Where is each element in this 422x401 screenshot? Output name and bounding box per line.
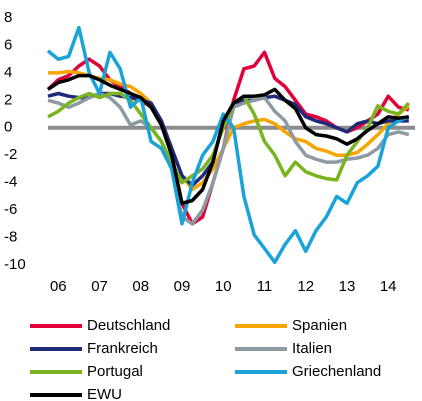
x-tick-label: 10 (215, 278, 232, 295)
x-tick-label: 07 (91, 278, 108, 295)
series-line (47, 73, 410, 206)
y-tick-label: 8 (4, 9, 12, 26)
x-tick-label: 13 (339, 278, 356, 295)
y-tick-label: -8 (4, 229, 17, 246)
y-tick-label: 4 (4, 64, 12, 81)
y-tick-label: 6 (4, 36, 12, 53)
y-tick-label: -2 (4, 146, 17, 163)
x-tick-label: 06 (50, 278, 67, 295)
x-tick-label: 09 (174, 278, 191, 295)
legend-label: Griechenland (292, 363, 381, 380)
legend-label: Portugal (87, 363, 143, 380)
y-tick-label: 0 (4, 119, 12, 136)
y-tick-label: -10 (4, 256, 26, 273)
y-tick-label: -6 (4, 201, 17, 218)
series-line (46, 25, 410, 265)
y-tick-label: -4 (4, 174, 17, 191)
x-tick-label: 08 (132, 278, 149, 295)
legend-label: Frankreich (87, 340, 158, 357)
x-tick-label: 11 (257, 278, 273, 295)
legend-label: Deutschland (87, 317, 170, 334)
legend-label: Italien (292, 340, 332, 357)
legend-label: EWU (87, 386, 122, 401)
x-tick-label: 14 (380, 278, 397, 295)
series-line (47, 91, 410, 226)
y-tick-label: 2 (4, 91, 12, 108)
legend-label: Spanien (292, 317, 347, 334)
x-tick-label: 12 (297, 278, 314, 295)
